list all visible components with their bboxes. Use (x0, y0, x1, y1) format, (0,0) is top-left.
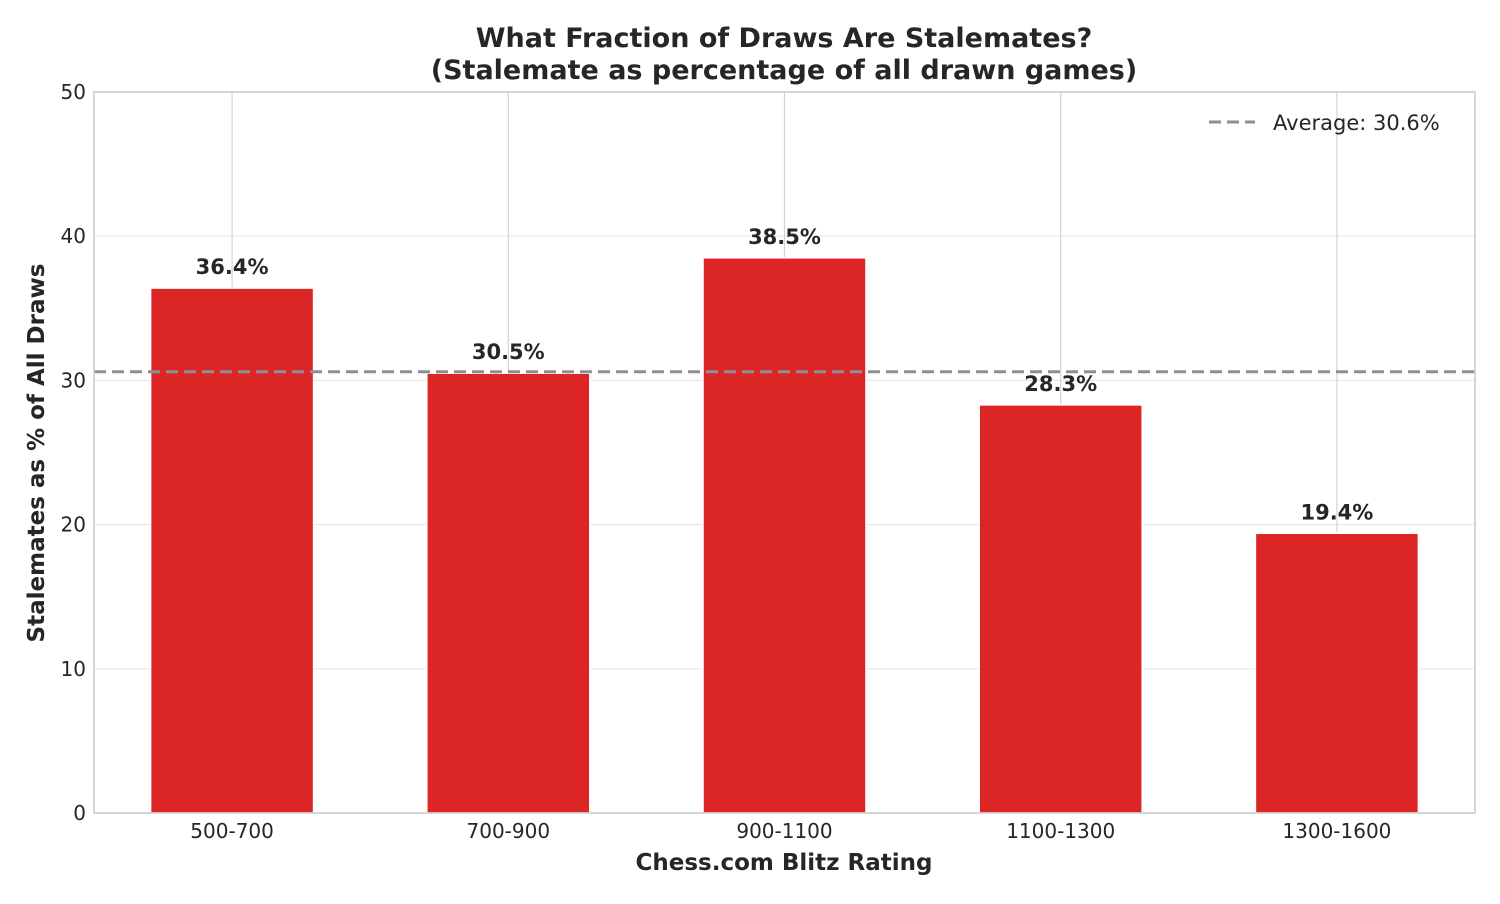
chart-title: What Fraction of Draws Are Stalemates? (476, 23, 1093, 54)
chart-subtitle: (Stalemate as percentage of all drawn ga… (431, 55, 1137, 86)
axis-ticks: 0 10 20 30 40 50 500-700 700-900 900-1100 1100-13… (61, 80, 1392, 843)
data-label: 28.3% (1024, 372, 1097, 396)
x-tick-label: 1100-1300 (1006, 819, 1115, 843)
bar-1100-1300 (978, 404, 1143, 814)
bar-500-700 (149, 287, 315, 814)
data-label: 19.4% (1300, 500, 1373, 524)
y-tick-label: 0 (73, 801, 86, 825)
x-tick-label: 500-700 (190, 819, 274, 843)
y-tick-label: 10 (61, 657, 86, 681)
y-tick-label: 30 (61, 368, 86, 392)
data-label: 36.4% (196, 255, 269, 279)
x-axis-label: Chess.com Blitz Rating (635, 850, 932, 876)
data-label: 30.5% (472, 340, 545, 364)
x-tick-label: 700-900 (467, 819, 551, 843)
y-tick-label: 40 (61, 224, 86, 248)
y-axis-label: Stalemates as % of All Draws (24, 264, 50, 643)
bar-1300-1600 (1254, 532, 1420, 814)
x-tick-label: 1300-1600 (1282, 819, 1391, 843)
legend-average-label: Average: 30.6% (1273, 111, 1440, 135)
bars (149, 257, 1420, 814)
x-tick-label: 900-1100 (736, 819, 832, 843)
data-labels: 36.4% 30.5% 38.5% 28.3% 19.4% (196, 225, 1374, 524)
plot-frame (93, 91, 1476, 814)
bar-700-900 (426, 372, 591, 814)
data-label: 38.5% (748, 225, 821, 249)
bar-900-1100 (702, 257, 867, 814)
legend: Average: 30.6% (1209, 111, 1440, 135)
y-tick-label: 20 (61, 513, 86, 537)
y-tick-label: 50 (61, 80, 86, 104)
